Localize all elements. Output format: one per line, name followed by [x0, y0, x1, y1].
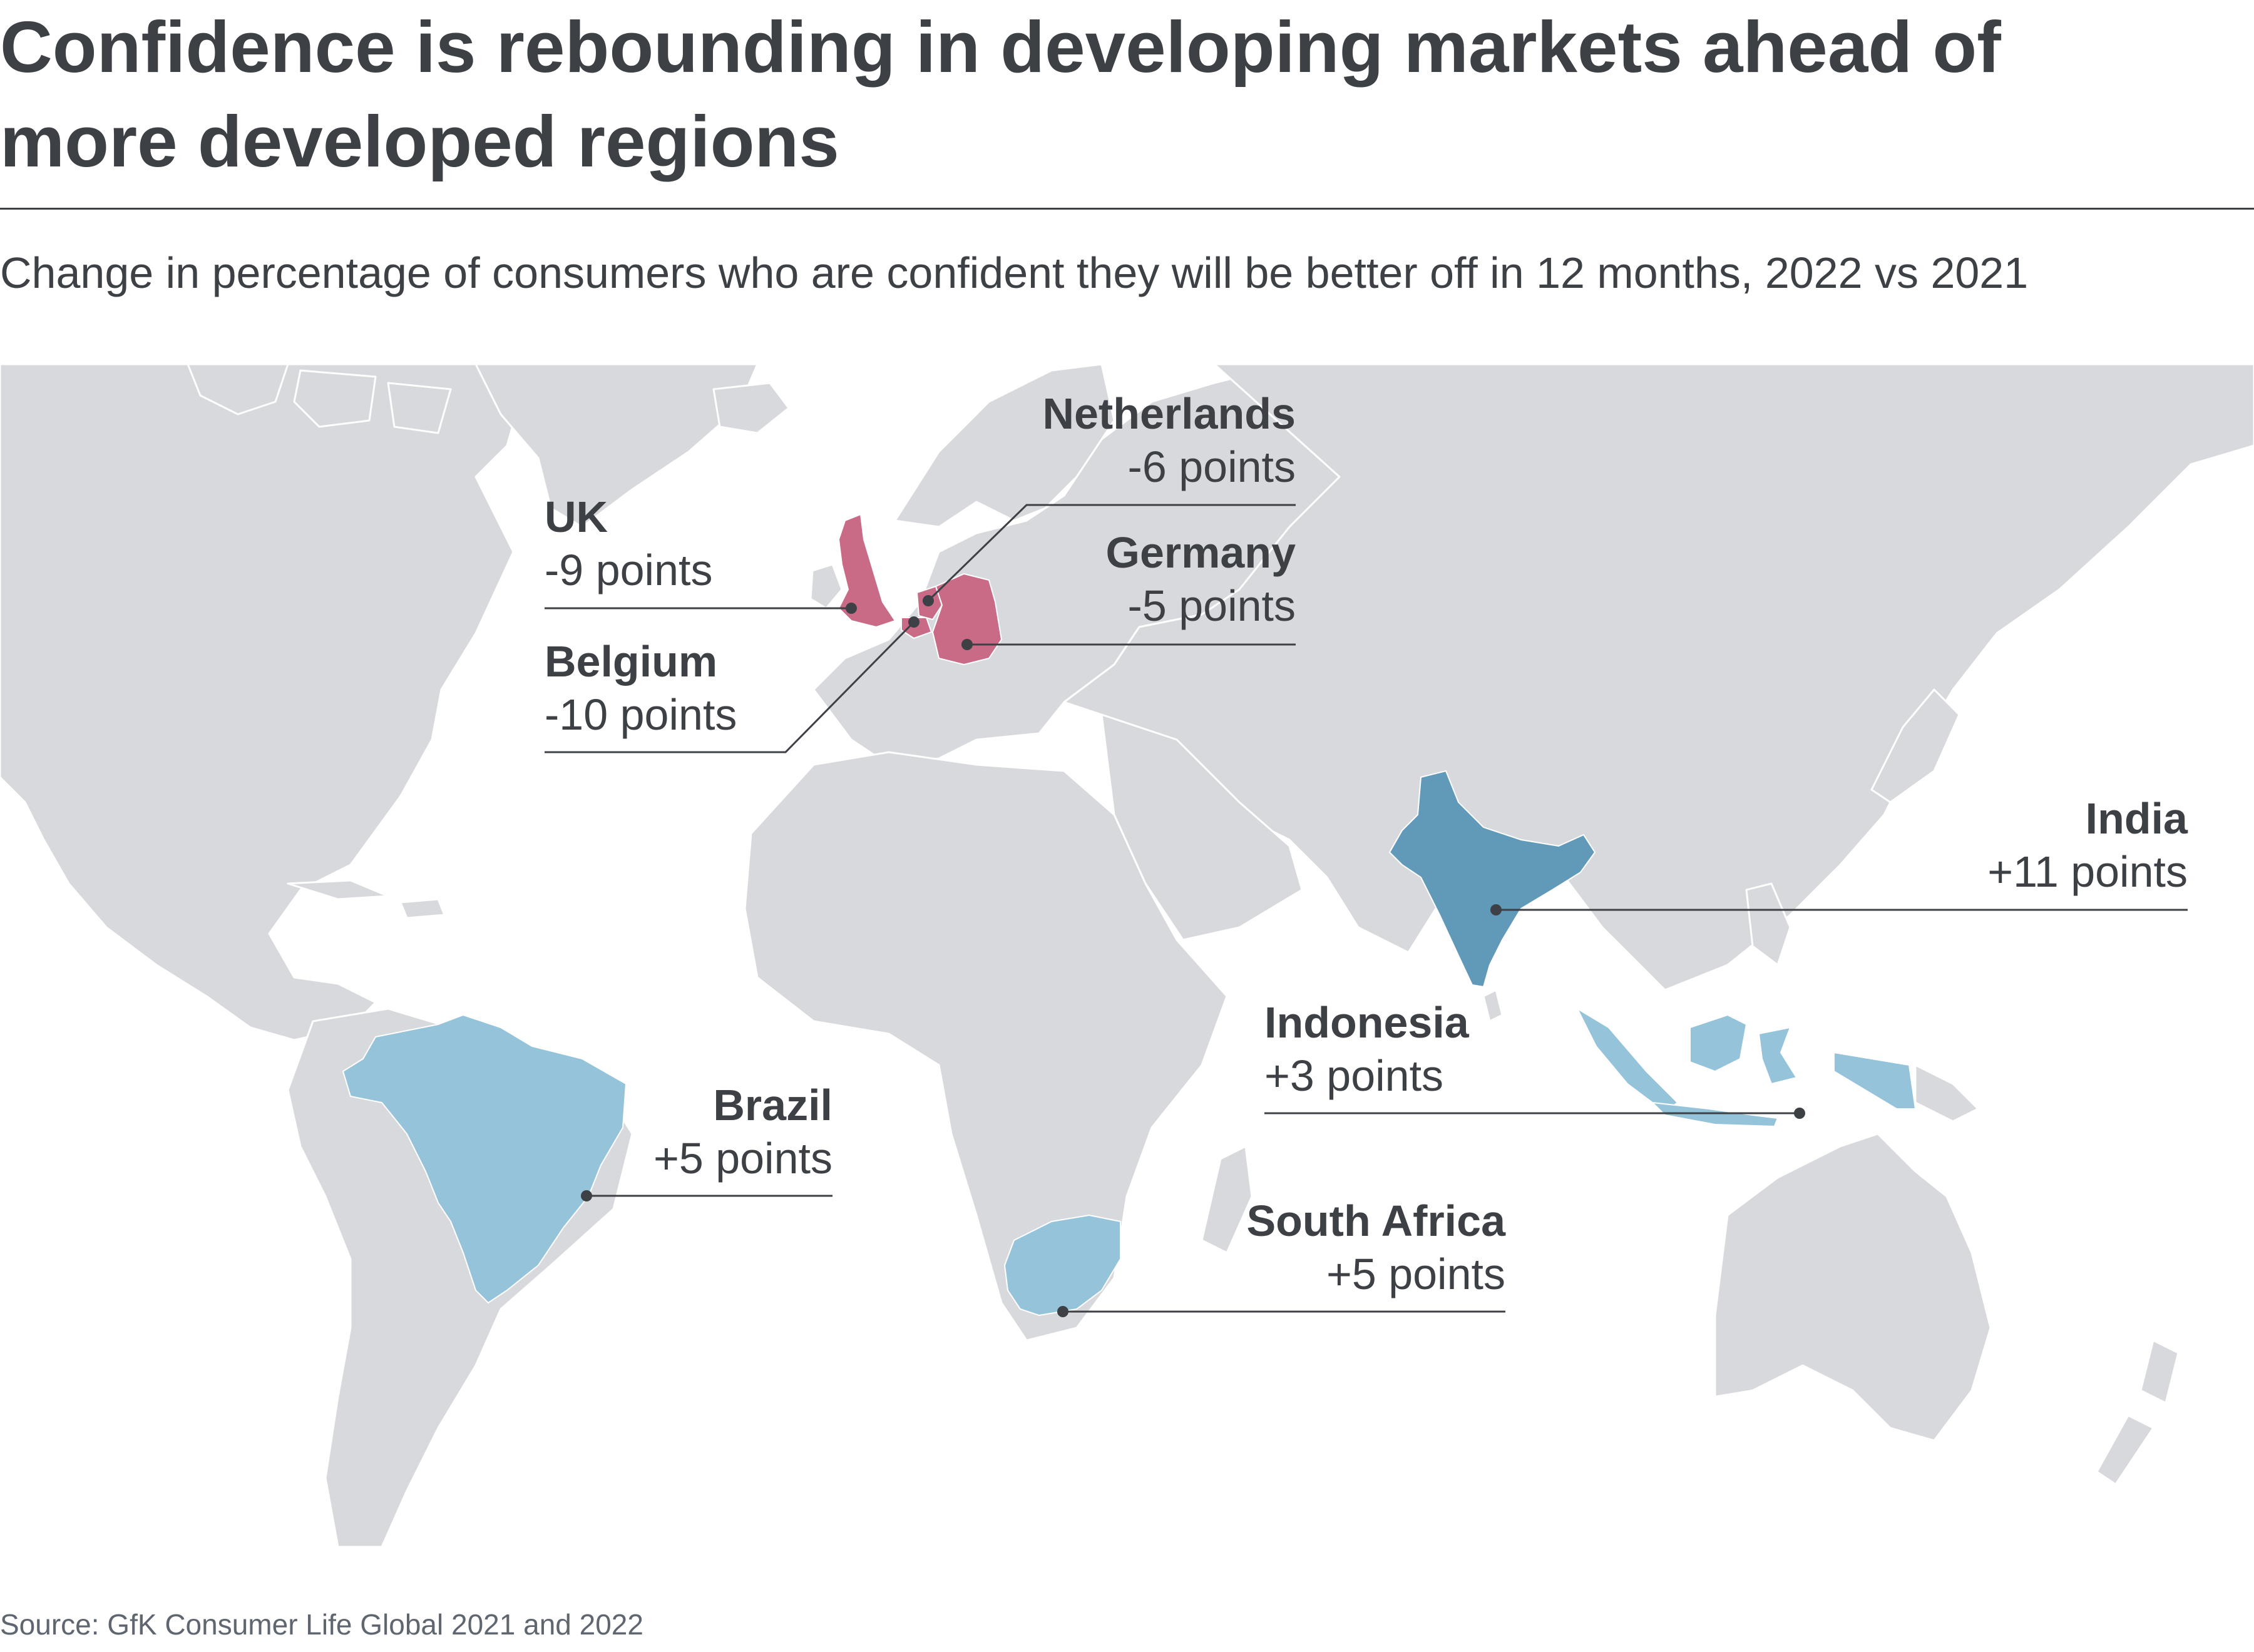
- title-divider: [0, 208, 2254, 210]
- label-germany: Germany -5 points: [1106, 526, 1296, 633]
- label-belgium: Belgium -10 points: [545, 635, 737, 742]
- label-india: India +11 points: [1987, 792, 2188, 899]
- philippines: [1745, 882, 1791, 966]
- label-germany-value: -5 points: [1127, 581, 1296, 630]
- leader-netherlands: [927, 504, 1296, 602]
- new-zealand: [2139, 1339, 2180, 1404]
- iceland: [712, 382, 790, 434]
- source-note: Source: GfK Consumer Life Global 2021 an…: [0, 1608, 643, 1641]
- chart-title: Confidence is rebounding in developing m…: [0, 6, 2001, 182]
- cuba: [287, 879, 389, 900]
- country-indonesia: [1651, 1101, 1779, 1128]
- ireland: [809, 563, 843, 609]
- label-netherlands-name: Netherlands: [1042, 389, 1296, 438]
- country-india: [1388, 770, 1596, 988]
- arctic-island: [293, 369, 377, 428]
- country-indonesia: [1833, 1051, 1917, 1109]
- dot-south-africa: [1057, 1306, 1068, 1317]
- chart-subtitle: Change in percentage of consumers who ar…: [0, 248, 2029, 297]
- label-germany-name: Germany: [1105, 528, 1296, 577]
- label-belgium-value: -10 points: [545, 690, 737, 739]
- label-brazil-name: Brazil: [713, 1081, 832, 1129]
- label-indonesia-value: +3 points: [1264, 1051, 1444, 1100]
- country-uk: [838, 513, 896, 628]
- label-south-africa-value: +5 points: [1326, 1250, 1505, 1298]
- country-germany: [931, 573, 1003, 666]
- dot-brazil: [581, 1190, 592, 1201]
- label-uk-name: UK: [545, 492, 608, 541]
- scandinavia: [894, 364, 1115, 528]
- country-brazil: [342, 1014, 627, 1304]
- north-america-landmass: [0, 364, 521, 1041]
- label-india-name: India: [2085, 794, 2188, 843]
- label-uk: UK -9 points: [545, 491, 712, 597]
- dot-germany: [961, 639, 973, 650]
- label-brazil-value: +5 points: [653, 1134, 832, 1183]
- label-south-africa-name: South Africa: [1246, 1196, 1505, 1245]
- arctic-island: [387, 382, 452, 434]
- dot-belgium: [908, 616, 920, 628]
- madagascar: [1201, 1145, 1253, 1254]
- world-map: [0, 364, 2254, 1547]
- leader-lines: [545, 504, 2188, 1313]
- label-india-value: +11 points: [1987, 847, 2188, 896]
- label-netherlands-value: -6 points: [1127, 442, 1296, 491]
- hispaniola: [399, 898, 446, 919]
- label-brazil: Brazil +5 points: [653, 1079, 832, 1185]
- country-indonesia: [1689, 1014, 1748, 1073]
- png-east: [1914, 1064, 1979, 1123]
- dot-india: [1490, 904, 1502, 915]
- australia: [1714, 1133, 1992, 1442]
- country-indonesia: [1758, 1026, 1798, 1085]
- new-zealand: [2096, 1414, 2154, 1486]
- arctic-island: [187, 364, 289, 416]
- label-south-africa: South Africa +5 points: [1246, 1195, 1505, 1301]
- label-uk-value: -9 points: [545, 546, 713, 594]
- dot-uk: [846, 603, 857, 614]
- label-indonesia-name: Indonesia: [1264, 998, 1469, 1047]
- dot-netherlands: [923, 595, 934, 606]
- label-belgium-name: Belgium: [545, 637, 718, 686]
- label-indonesia: Indonesia +3 points: [1264, 996, 1469, 1103]
- dot-indonesia: [1794, 1108, 1805, 1119]
- leader-dots: [581, 595, 1805, 1317]
- sri-lanka: [1482, 989, 1504, 1022]
- country-south-africa: [1003, 1214, 1121, 1317]
- japan: [1870, 688, 1960, 803]
- country-indonesia: [1575, 1007, 1679, 1113]
- label-netherlands: Netherlands -6 points: [1042, 387, 1296, 494]
- leader-belgium: [545, 621, 915, 753]
